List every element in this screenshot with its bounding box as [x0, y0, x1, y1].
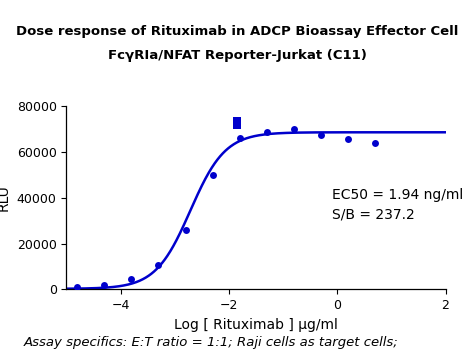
Text: EC50 = 1.94 ng/ml
S/B = 237.2: EC50 = 1.94 ng/ml S/B = 237.2	[332, 188, 463, 221]
Point	[155, 263, 162, 268]
Point	[100, 282, 108, 288]
X-axis label: Log [ Rituximab ] μg/ml: Log [ Rituximab ] μg/ml	[174, 318, 338, 332]
Point	[317, 132, 325, 137]
Point	[233, 118, 241, 124]
Point	[290, 126, 298, 132]
Point	[236, 135, 244, 141]
Point	[128, 276, 135, 282]
Text: FcγRIa/NFAT Reporter-Jurkat (C11): FcγRIa/NFAT Reporter-Jurkat (C11)	[108, 49, 366, 62]
Point	[182, 227, 189, 233]
Point	[263, 130, 271, 135]
Point	[371, 140, 379, 145]
Point	[209, 172, 217, 178]
Point	[233, 122, 241, 128]
Text: Dose response of Rituximab in ADCP Bioassay Effector Cell: Dose response of Rituximab in ADCP Bioas…	[16, 25, 458, 38]
Text: Assay specifics: E:T ratio = 1:1; Raji cells as target cells;: Assay specifics: E:T ratio = 1:1; Raji c…	[24, 336, 399, 349]
Y-axis label: RLU: RLU	[0, 184, 11, 211]
Point	[73, 284, 81, 289]
Point	[344, 136, 352, 142]
